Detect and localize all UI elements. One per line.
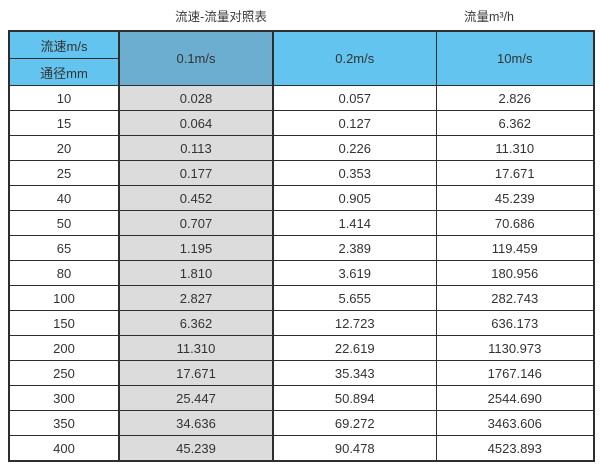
- table-row: 15 0.064 0.127 6.362: [8, 110, 595, 136]
- table-row: 200 11.310 22.619 1130.973: [8, 335, 595, 361]
- cell-flow-value: 4523.893: [435, 435, 595, 462]
- cell-flow-value: 0.707: [118, 210, 274, 236]
- cell-flow-value: 3463.606: [435, 410, 595, 436]
- cell-flow-value: 0.452: [118, 185, 274, 211]
- cell-flow-value: 11.310: [118, 335, 274, 361]
- page-title: 流速-流量对照表: [175, 10, 267, 24]
- cell-flow-value: 0.057: [272, 85, 437, 111]
- table-row: 250 17.671 35.343 1767.146: [8, 360, 595, 386]
- cell-flow-value: 69.272: [272, 410, 437, 436]
- cell-diameter: 150: [8, 310, 120, 336]
- cell-flow-value: 0.226: [272, 135, 437, 161]
- column-header-10ms: 10m/s: [435, 30, 595, 86]
- cell-diameter: 15: [8, 110, 120, 136]
- cell-flow-value: 5.655: [272, 285, 437, 311]
- table-header: 流速m/s 0.1m/s 0.2m/s 10m/s 通径mm: [8, 30, 595, 86]
- flow-rate-table: 流速m/s 0.1m/s 0.2m/s 10m/s 通径mm 10 0.028 0.…: [8, 30, 595, 462]
- cell-flow-value: 3.619: [272, 260, 437, 286]
- cell-flow-value: 25.447: [118, 385, 274, 411]
- cell-flow-value: 45.239: [118, 435, 274, 462]
- table-row: 40 0.452 0.905 45.239: [8, 185, 595, 211]
- cell-flow-value: 1.810: [118, 260, 274, 286]
- title-bar: 流速-流量对照表 流量m³/h: [0, 0, 600, 30]
- table-row: 65 1.195 2.389 119.459: [8, 235, 595, 261]
- table-row: 80 1.810 3.619 180.956: [8, 260, 595, 286]
- cell-flow-value: 0.028: [118, 85, 274, 111]
- cell-flow-value: 636.173: [435, 310, 595, 336]
- cell-flow-value: 2.389: [272, 235, 437, 261]
- cell-flow-value: 1.414: [272, 210, 437, 236]
- cell-flow-value: 1767.146: [435, 360, 595, 386]
- cell-flow-value: 282.743: [435, 285, 595, 311]
- cell-diameter: 40: [8, 185, 120, 211]
- cell-flow-value: 0.905: [272, 185, 437, 211]
- cell-flow-value: 34.636: [118, 410, 274, 436]
- header-velocity-label: 流速m/s: [8, 30, 120, 59]
- table-row: 300 25.447 50.894 2544.690: [8, 385, 595, 411]
- column-header-01ms: 0.1m/s: [118, 30, 274, 86]
- table-row: 150 6.362 12.723 636.173: [8, 310, 595, 336]
- cell-flow-value: 0.353: [272, 160, 437, 186]
- cell-flow-value: 1.195: [118, 235, 274, 261]
- cell-diameter: 300: [8, 385, 120, 411]
- table-row: 10 0.028 0.057 2.826: [8, 85, 595, 111]
- cell-flow-value: 0.127: [272, 110, 437, 136]
- table-row: 400 45.239 90.478 4523.893: [8, 435, 595, 462]
- table-row: 20 0.113 0.226 11.310: [8, 135, 595, 161]
- cell-diameter: 350: [8, 410, 120, 436]
- cell-flow-value: 2544.690: [435, 385, 595, 411]
- cell-flow-value: 70.686: [435, 210, 595, 236]
- cell-flow-value: 90.478: [272, 435, 437, 462]
- table-body: 10 0.028 0.057 2.826 15 0.064 0.127 6.362 20 0.11…: [8, 85, 595, 462]
- cell-flow-value: 2.826: [435, 85, 595, 111]
- cell-flow-value: 11.310: [435, 135, 595, 161]
- cell-diameter: 65: [8, 235, 120, 261]
- table-row: 350 34.636 69.272 3463.606: [8, 410, 595, 436]
- cell-flow-value: 17.671: [435, 160, 595, 186]
- cell-flow-value: 6.362: [435, 110, 595, 136]
- cell-diameter: 200: [8, 335, 120, 361]
- cell-diameter: 80: [8, 260, 120, 286]
- cell-flow-value: 22.619: [272, 335, 437, 361]
- cell-flow-value: 6.362: [118, 310, 274, 336]
- cell-flow-value: 45.239: [435, 185, 595, 211]
- cell-diameter: 250: [8, 360, 120, 386]
- cell-flow-value: 0.064: [118, 110, 274, 136]
- table-row: 50 0.707 1.414 70.686: [8, 210, 595, 236]
- cell-flow-value: 12.723: [272, 310, 437, 336]
- cell-diameter: 50: [8, 210, 120, 236]
- cell-diameter: 10: [8, 85, 120, 111]
- cell-diameter: 100: [8, 285, 120, 311]
- cell-flow-value: 0.113: [118, 135, 274, 161]
- cell-flow-value: 50.894: [272, 385, 437, 411]
- cell-flow-value: 17.671: [118, 360, 274, 386]
- cell-diameter: 20: [8, 135, 120, 161]
- column-header-02ms: 0.2m/s: [272, 30, 437, 86]
- cell-flow-value: 0.177: [118, 160, 274, 186]
- cell-flow-value: 119.459: [435, 235, 595, 261]
- table-row: 25 0.177 0.353 17.671: [8, 160, 595, 186]
- cell-flow-value: 180.956: [435, 260, 595, 286]
- cell-flow-value: 2.827: [118, 285, 274, 311]
- cell-flow-value: 1130.973: [435, 335, 595, 361]
- cell-diameter: 25: [8, 160, 120, 186]
- header-diameter-label: 通径mm: [8, 58, 120, 86]
- cell-diameter: 400: [8, 435, 120, 462]
- units-title: 流量m³/h: [463, 10, 515, 24]
- table-row: 100 2.827 5.655 282.743: [8, 285, 595, 311]
- cell-flow-value: 35.343: [272, 360, 437, 386]
